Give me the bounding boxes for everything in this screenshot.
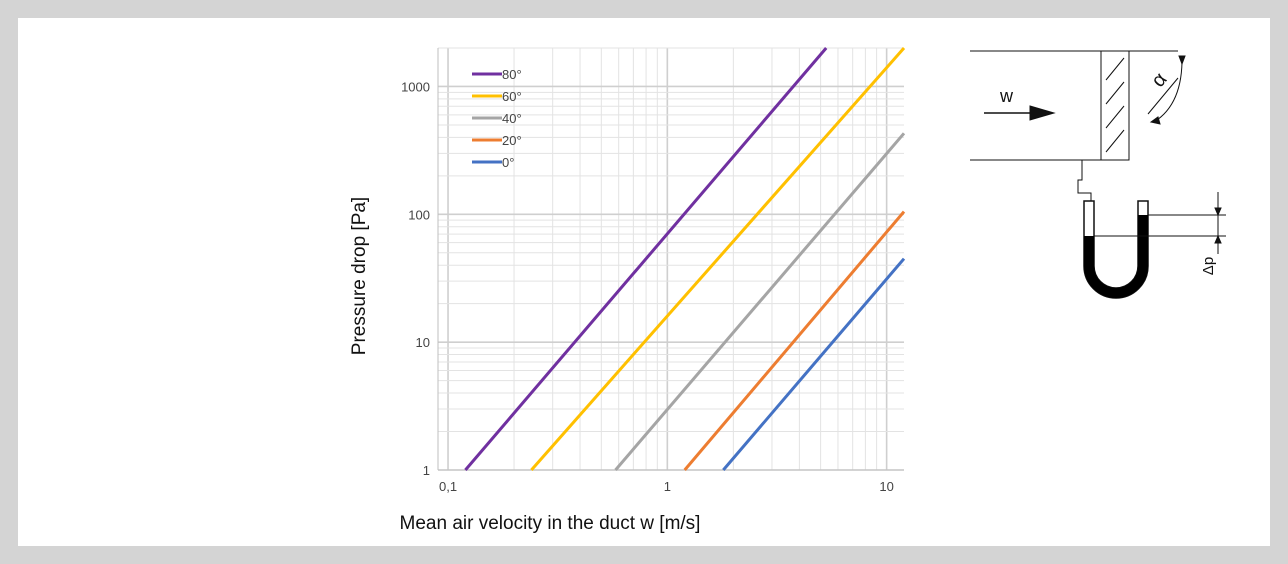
louver-blade <box>1105 81 1125 105</box>
x-tick-label: 10 <box>879 479 893 494</box>
figure-panel: 0,1 1 10 1 10 100 1000 80° 60° 40° 20° 0° Mean air… <box>18 18 1270 546</box>
pressure-tap-tube <box>1077 160 1092 201</box>
legend-label: 0° <box>502 155 514 170</box>
louver-blade <box>1105 105 1125 129</box>
pressure-drop-chart: 0,1 1 10 1 10 100 1000 80° 60° 40° 20° 0° Mean air… <box>349 47 1226 534</box>
y-tick-label: 100 <box>408 207 430 222</box>
velocity-label: w <box>999 86 1014 106</box>
series-lines <box>464 47 906 471</box>
dimension-arrowhead <box>1214 207 1222 217</box>
series-line-60deg <box>530 47 906 471</box>
angle-label: α <box>1147 69 1171 92</box>
series-line-80deg <box>464 47 828 471</box>
angle-arrowhead <box>1178 55 1186 66</box>
legend-label: 20° <box>502 133 522 148</box>
pressure-difference-label: Δp <box>1200 257 1217 275</box>
y-tick-label: 1 <box>423 463 430 478</box>
y-axis-title: Pressure drop [Pa] <box>349 197 370 355</box>
x-axis-title: Mean air velocity in the duct w [m/s] <box>400 513 701 534</box>
y-tick-label: 10 <box>416 335 430 350</box>
angle-arc <box>1153 55 1183 123</box>
series-line-0deg <box>722 257 906 471</box>
legend: 80° 60° 40° 20° 0° <box>472 67 522 170</box>
series-line-20deg <box>683 210 906 471</box>
x-tick-label: 0,1 <box>439 479 457 494</box>
y-tick-label: 1000 <box>401 79 430 94</box>
legend-label: 40° <box>502 111 522 126</box>
grid <box>437 47 904 471</box>
legend-label: 80° <box>502 67 522 82</box>
damper-frame <box>1100 50 1130 161</box>
x-tick-label: 1 <box>664 479 671 494</box>
louver-blade <box>1105 129 1125 153</box>
legend-label: 60° <box>502 89 522 104</box>
louver-blade <box>1105 57 1125 81</box>
angle-arrowhead <box>1149 116 1161 125</box>
velocity-arrowhead <box>1029 105 1056 121</box>
damper-diagram <box>970 50 1226 299</box>
angle-blade-line <box>1147 77 1179 115</box>
axes: 0,1 1 10 1 10 100 1000 <box>401 48 904 494</box>
manometer-liquid <box>1084 215 1148 298</box>
dimension-arrowhead <box>1214 234 1222 244</box>
series-line-40deg <box>614 132 906 471</box>
